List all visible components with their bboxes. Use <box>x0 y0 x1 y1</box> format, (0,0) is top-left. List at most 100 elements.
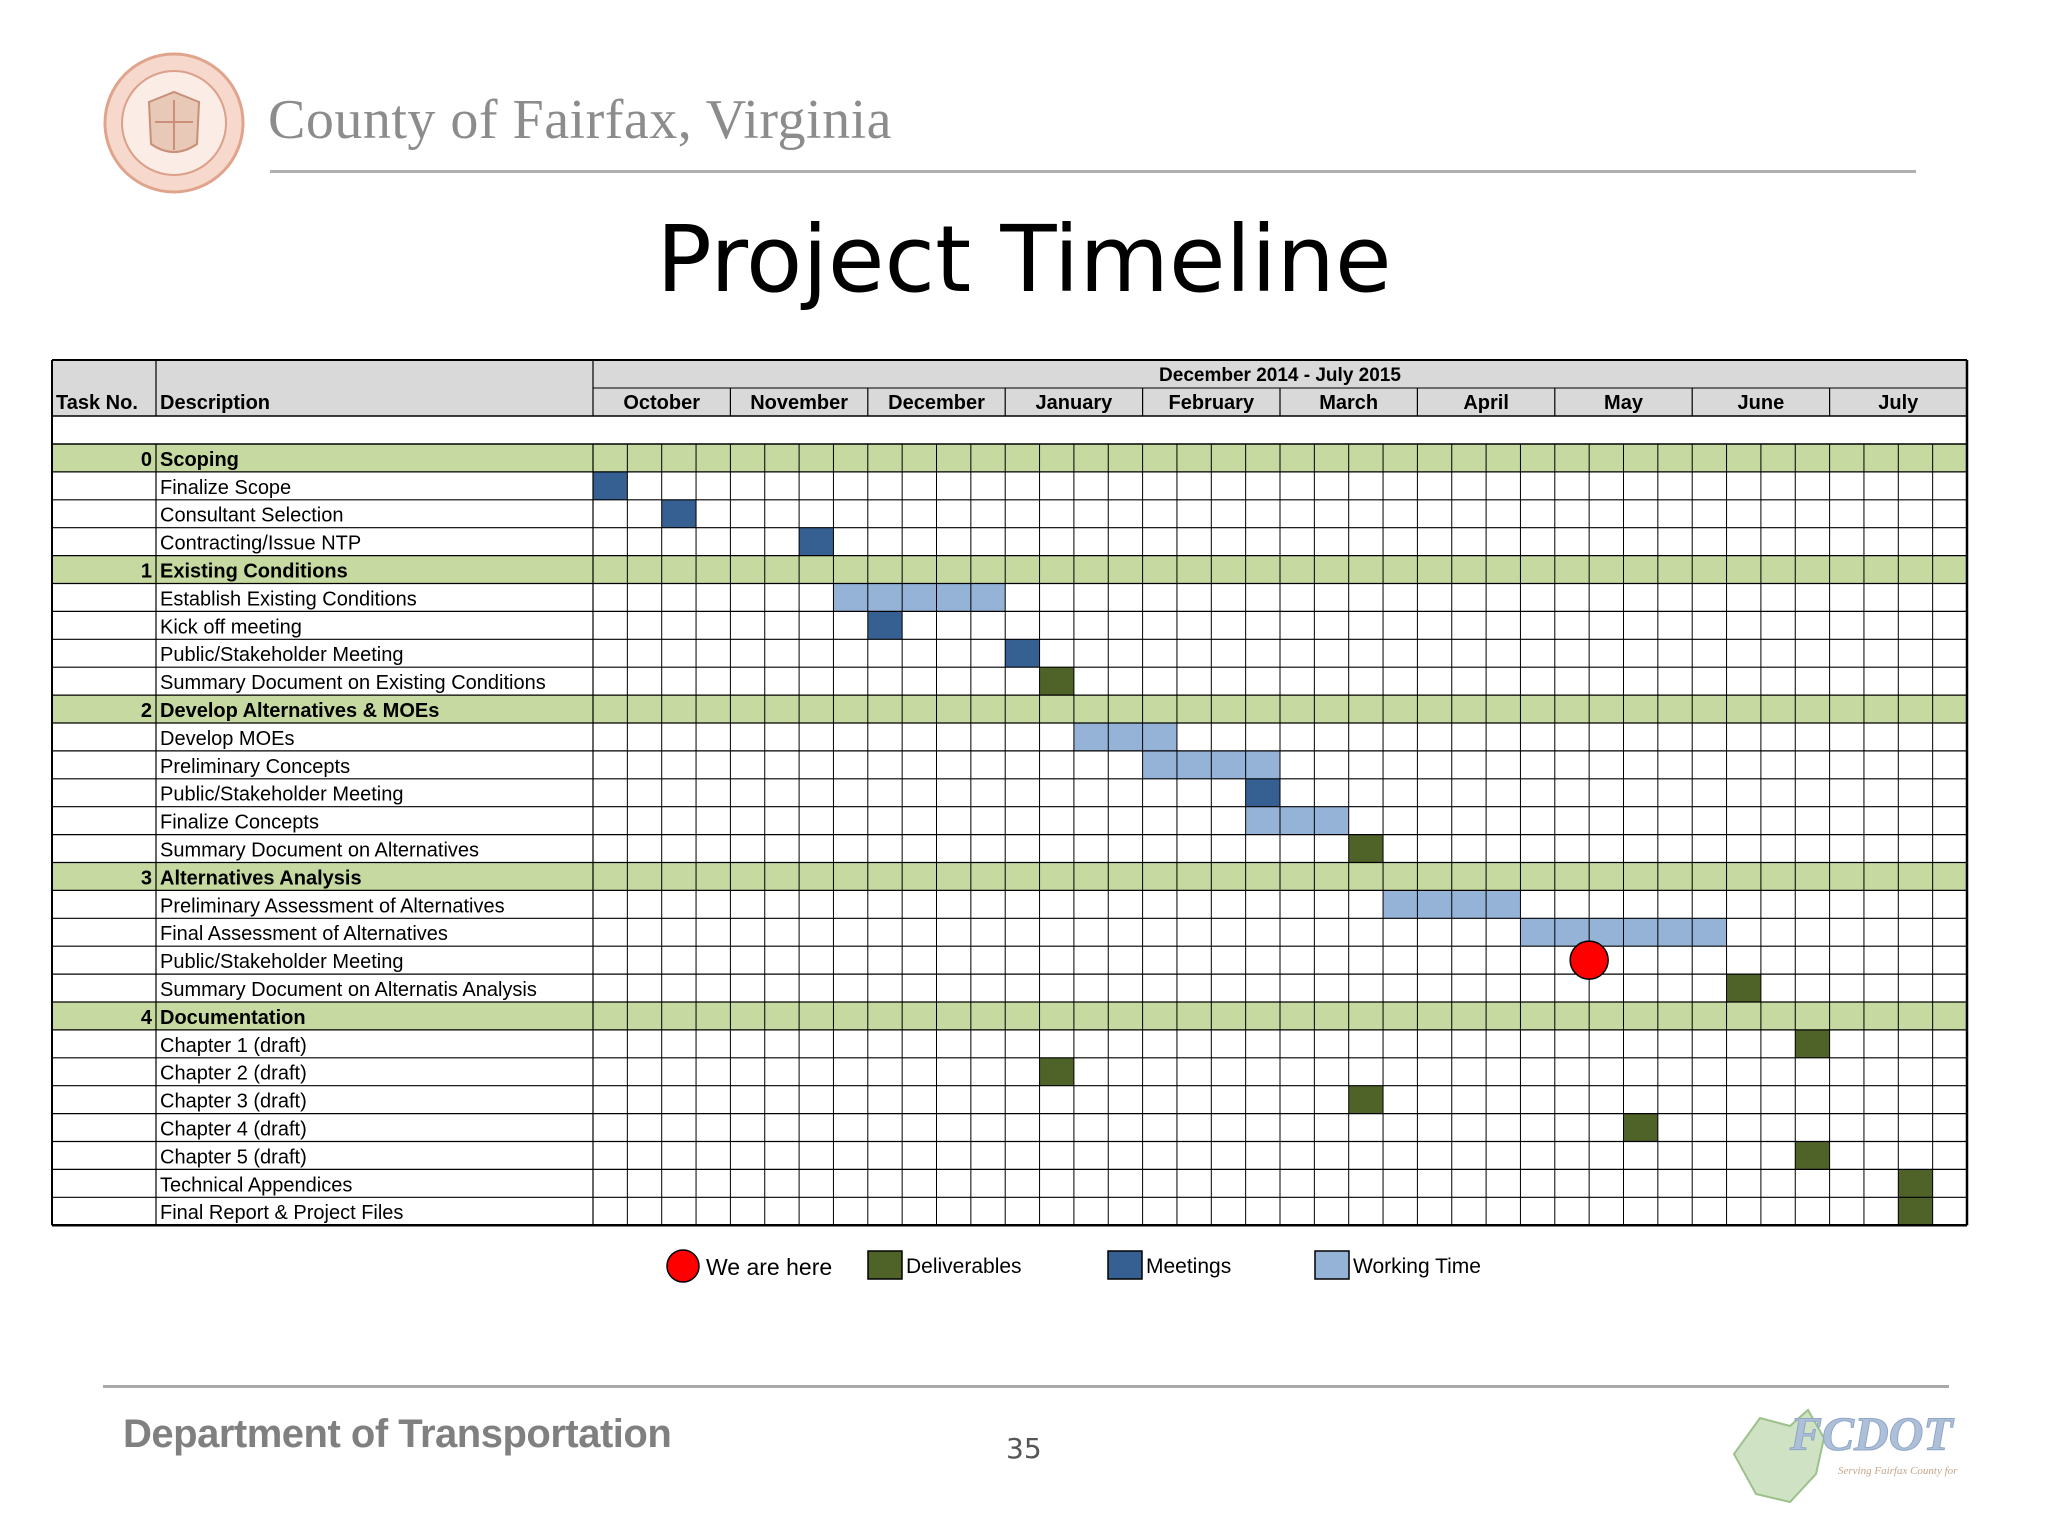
task-label: Chapter 1 (draft) <box>160 1035 307 1057</box>
task-label: Finalize Concepts <box>160 812 319 834</box>
gantt-cell-W <box>1142 723 1177 751</box>
legend-marker-swatch <box>666 1249 700 1283</box>
section-band <box>52 555 1967 584</box>
legend-swatches <box>666 1249 1350 1283</box>
gantt-chart: December 2014 - July 2015 Task No. Descrip… <box>51 359 1969 1227</box>
task-label: Develop MOEs <box>160 728 295 750</box>
task-label: Chapter 4 (draft) <box>160 1119 307 1141</box>
gantt-cell-D <box>1623 1113 1658 1142</box>
section-band <box>52 444 1967 472</box>
month-label-january: January <box>1036 392 1114 414</box>
header-divider <box>270 170 1916 173</box>
section-band <box>52 862 1967 891</box>
gantt-cell-D <box>1348 834 1384 863</box>
gantt-cell-W <box>1211 750 1246 779</box>
section-band <box>52 1002 1967 1030</box>
month-label-february: February <box>1169 392 1255 414</box>
gantt-cell-D <box>1348 1085 1384 1114</box>
task-label: Establish Existing Conditions <box>160 588 417 610</box>
task-label: Kick off meeting <box>160 616 302 638</box>
month-label-march: March <box>1319 392 1378 414</box>
gantt-cell-M <box>799 527 834 556</box>
section-number: 2 <box>141 700 152 722</box>
task-label: Technical Appendices <box>160 1174 352 1196</box>
gantt-cell-W <box>1108 723 1143 751</box>
gantt-cell-D <box>1898 1197 1933 1226</box>
gantt-cell-W <box>1142 750 1177 779</box>
gantt-cell-W <box>1245 750 1280 779</box>
section-number: 0 <box>141 449 152 471</box>
month-label-may: May <box>1604 392 1644 414</box>
gantt-cell-W <box>1176 750 1212 779</box>
task-label: Public/Stakeholder Meeting <box>160 951 403 973</box>
gantt-cell-D <box>1795 1141 1830 1170</box>
gantt-cell-W <box>936 583 971 612</box>
section-number: 4 <box>141 1007 153 1029</box>
gantt-cell-D <box>1898 1169 1933 1198</box>
task-label: Chapter 2 (draft) <box>160 1063 307 1085</box>
department-name: Department of Transportation <box>123 1412 672 1456</box>
gantt-cell-W <box>1486 890 1521 919</box>
month-label-june: June <box>1738 392 1785 414</box>
task-label: Final Report & Project Files <box>160 1202 403 1224</box>
task-label: Final Assessment of Alternatives <box>160 923 448 945</box>
county-seal-logo <box>103 52 245 194</box>
legend-working-swatch <box>1314 1250 1350 1280</box>
section-number: 1 <box>141 561 152 583</box>
gantt-cell-D <box>1726 974 1761 1002</box>
section-label: Documentation <box>160 1007 306 1029</box>
task-label: Summary Document on Alternatis Analysis <box>160 979 537 1001</box>
county-title: County of Fairfax, Virginia <box>268 89 893 151</box>
section-label: Alternatives Analysis <box>160 867 362 889</box>
gantt-cell-W <box>1657 918 1693 947</box>
task-label: Public/Stakeholder Meeting <box>160 644 403 666</box>
task-label: Finalize Scope <box>160 477 291 499</box>
task-label: Consultant Selection <box>160 505 343 527</box>
gantt-cell-W <box>1383 890 1418 919</box>
legend-marker-label: We are here <box>706 1254 833 1280</box>
task-label: Chapter 5 (draft) <box>160 1146 307 1168</box>
svg-text:Serving Fairfax County for 30: Serving Fairfax County for 30 Years and … <box>1838 1465 1960 1477</box>
page-number: 35 <box>1006 1432 1042 1465</box>
gantt-cell-W <box>970 583 1006 612</box>
gantt-cell-W <box>1245 806 1280 835</box>
fcdot-logo: FCDOT Serving Fairfax County for 30 Year… <box>1732 1408 1960 1504</box>
task-label: Public/Stakeholder Meeting <box>160 784 403 806</box>
month-label-october: October <box>623 392 700 414</box>
gantt-cell-M <box>867 611 903 640</box>
legend-meetings-swatch <box>1107 1250 1143 1280</box>
we-are-here-marker <box>1569 940 1609 980</box>
gantt-cell-W <box>1280 806 1315 835</box>
legend-deliverables-swatch <box>867 1250 903 1280</box>
gantt-cell-W <box>1417 890 1452 919</box>
gantt-cell-D <box>1039 1057 1074 1086</box>
month-label-april: April <box>1463 392 1509 414</box>
svg-text:FCDOT: FCDOT <box>1789 1408 1954 1461</box>
footer-divider <box>103 1385 1949 1388</box>
section-label: Develop Alternatives & MOEs <box>160 700 439 722</box>
month-label-july: July <box>1878 392 1919 414</box>
gantt-cell-W <box>1520 918 1555 947</box>
task-label: Chapter 3 (draft) <box>160 1091 307 1113</box>
period-label: December 2014 - July 2015 <box>1159 365 1401 386</box>
section-number: 3 <box>141 867 152 889</box>
gantt-cell-D <box>1039 667 1074 696</box>
task-label: Summary Document on Existing Conditions <box>160 672 546 694</box>
gantt-cell-D <box>1795 1029 1830 1058</box>
gantt-cell-W <box>1073 723 1109 751</box>
gantt-cell-W <box>1451 890 1487 919</box>
section-label: Existing Conditions <box>160 561 348 583</box>
section-band <box>52 695 1967 723</box>
task-label: Contracting/Issue NTP <box>160 533 361 555</box>
gantt-cell-W <box>1314 806 1349 835</box>
task-label: Summary Document on Alternatives <box>160 840 479 862</box>
gantt-cell-M <box>661 499 697 528</box>
legend-deliverables-label: Deliverables <box>906 1255 1022 1278</box>
task-label: Preliminary Assessment of Alternatives <box>160 895 505 917</box>
task-no-header: Task No. <box>56 392 138 414</box>
gantt-cell-W <box>867 583 903 612</box>
gantt-cell-M <box>593 471 628 500</box>
month-label-november: November <box>750 392 848 414</box>
gantt-cell-W <box>1692 918 1727 947</box>
gantt-cell-W <box>902 583 937 612</box>
